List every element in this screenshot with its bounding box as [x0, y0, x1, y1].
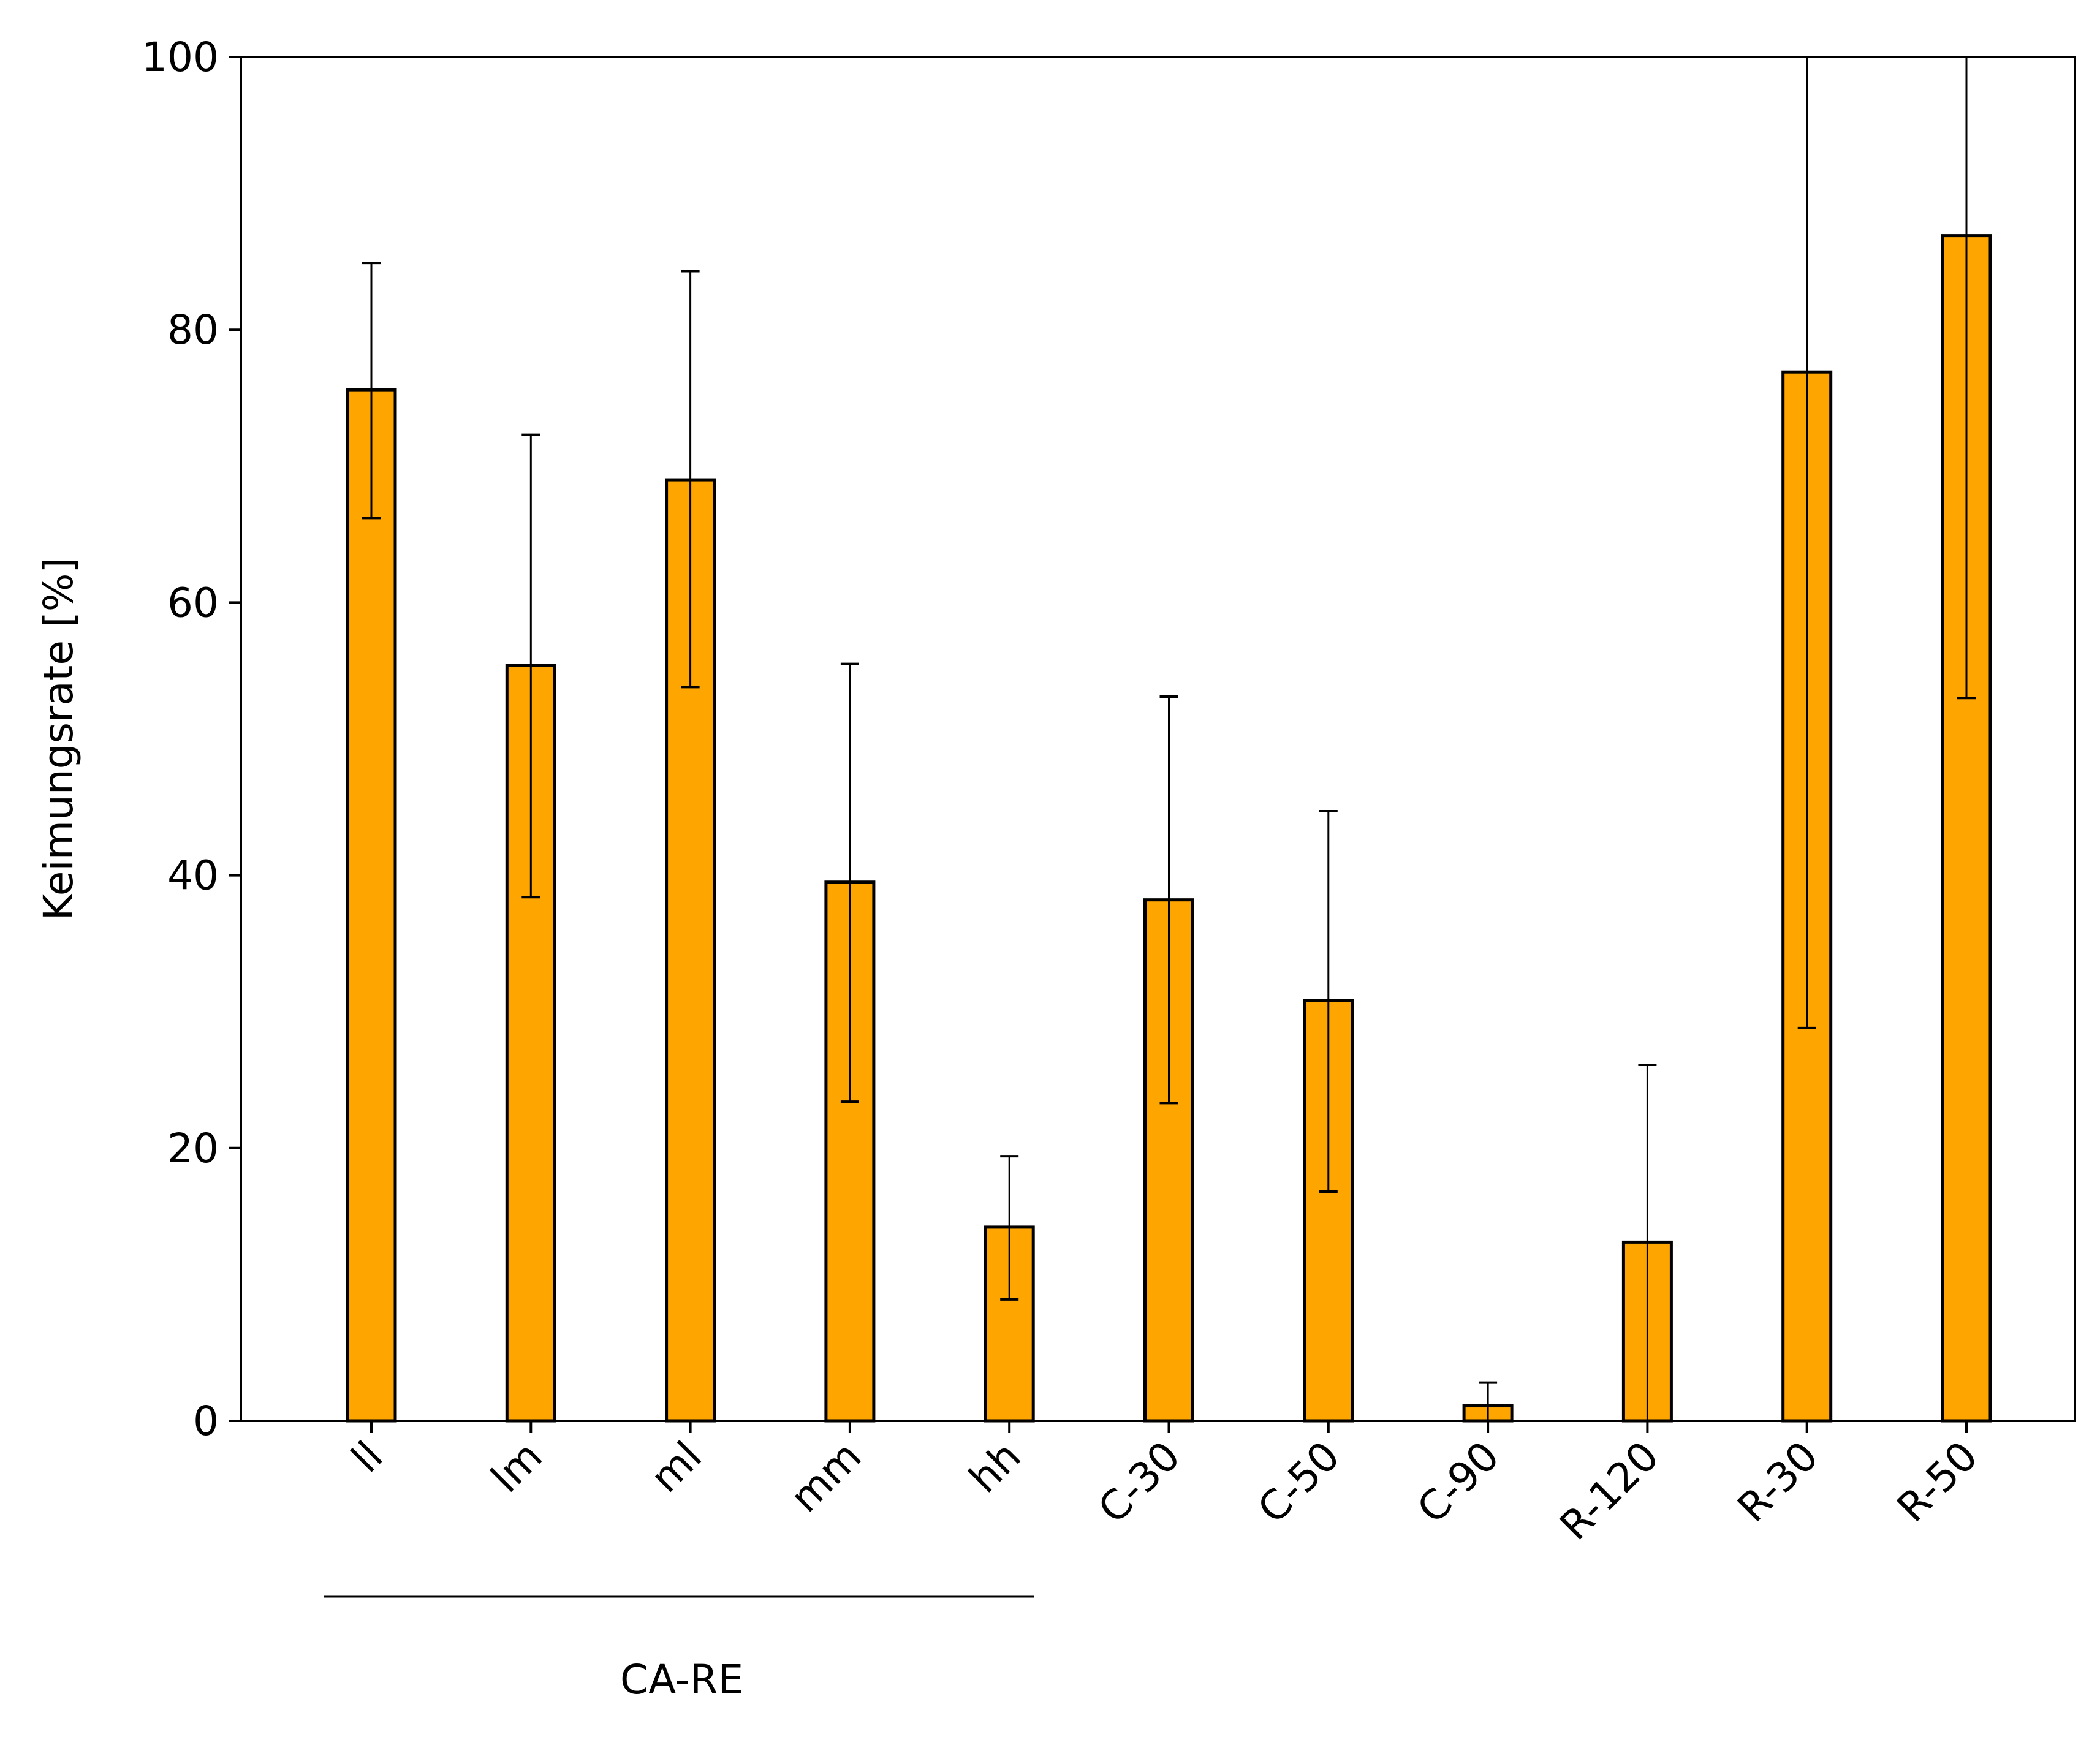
error-bar-R-120 [1638, 1064, 1657, 1421]
error-bar-lm [521, 433, 540, 899]
bar-ll [346, 388, 397, 1423]
error-bar-R-30 [1797, 57, 1816, 1029]
y-tick-label: 40 [167, 852, 219, 899]
error-bar-R-50 [1957, 57, 1976, 700]
y-tick-label: 20 [167, 1125, 219, 1172]
y-tick-label: 60 [167, 579, 219, 626]
y-axis: 0 20 40 60 80 100 [142, 34, 241, 1445]
error-bar-C-30 [1159, 695, 1178, 1105]
error-bar-C-90 [1479, 1381, 1498, 1421]
group-label: CA-RE [620, 1656, 743, 1703]
error-bar-hh [1000, 1155, 1019, 1301]
error-bars-layer [362, 57, 1976, 1421]
y-tick-label: 80 [167, 306, 219, 354]
error-bar-mm [840, 662, 859, 1103]
plot-frame [240, 56, 2076, 1422]
y-axis-label: Keimungsrate [%] [35, 558, 82, 920]
y-tick-label: 0 [193, 1398, 219, 1445]
y-tick-label: 100 [142, 34, 219, 81]
error-bar-ll [362, 262, 381, 520]
error-bar-ml [681, 270, 700, 689]
error-bar-C-50 [1319, 809, 1338, 1194]
